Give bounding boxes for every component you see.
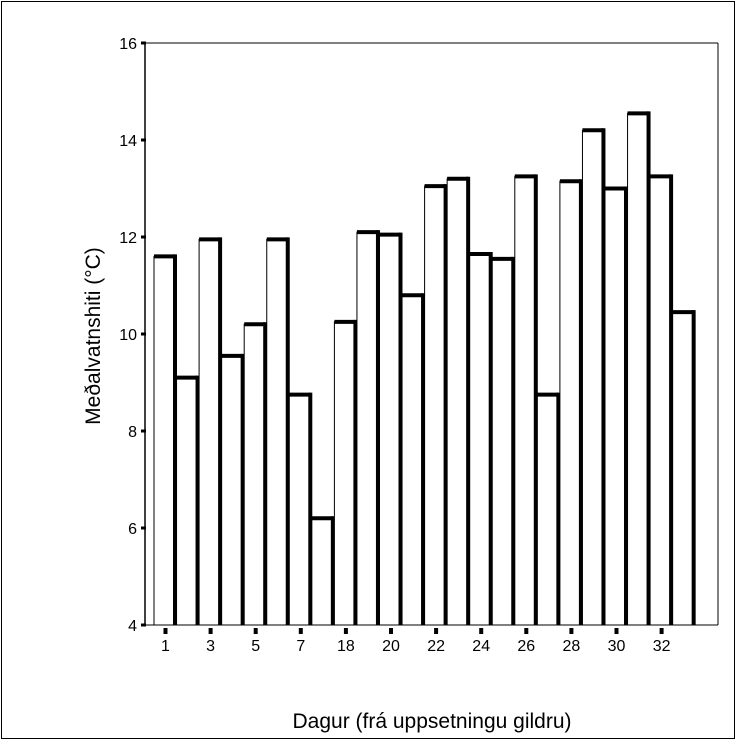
bar-8 [311, 516, 335, 626]
bar-body [469, 253, 492, 626]
bar-body [221, 355, 244, 626]
bar-10 [356, 230, 380, 626]
y-tick-label-6: 6 [128, 521, 137, 538]
bar-6 [266, 237, 290, 626]
bar-21 [604, 186, 628, 626]
bar-14 [446, 176, 471, 626]
y-tick-label-8: 8 [128, 424, 137, 441]
bar-3 [198, 237, 223, 626]
bar-body [491, 258, 514, 626]
bar-body [581, 129, 604, 626]
bar-1 [153, 254, 177, 626]
bar-body [153, 255, 176, 626]
bar-body [514, 175, 537, 626]
y-axis-title: Meðalvatnshiti (°C) [82, 247, 105, 425]
bar-20 [581, 128, 606, 626]
bar-7 [288, 392, 313, 626]
bar-17 [514, 174, 538, 626]
y-tick-label-4: 4 [128, 618, 137, 635]
bar-4 [221, 353, 245, 626]
bar-body [243, 323, 266, 626]
y-ticks-group: 4 6 8 10 12 14 16 [119, 36, 146, 635]
y-tick-label-16: 16 [119, 36, 137, 53]
bar-body [536, 394, 559, 626]
x-tick-label-28: 28 [563, 638, 581, 655]
bar-body [266, 238, 289, 626]
y-tick-label-10: 10 [119, 327, 137, 344]
x-tick-label-32: 32 [653, 638, 671, 655]
x-tick-label-26: 26 [517, 638, 535, 655]
x-ticks-group: 1 3 5 7 18 20 22 24 26 28 30 32 [161, 628, 671, 655]
bar-body [649, 175, 672, 626]
x-tick-label-5: 5 [251, 638, 260, 655]
bar-body [198, 238, 221, 626]
x-tick-label-18: 18 [337, 638, 355, 655]
bar-body [288, 394, 311, 626]
bar-24 [672, 310, 696, 626]
bar-body [604, 188, 627, 626]
bar-13 [424, 184, 448, 626]
x-tick-label-24: 24 [472, 638, 490, 655]
x-tick-label-30: 30 [608, 638, 626, 655]
bar-11 [379, 232, 403, 626]
bar-body [559, 180, 582, 626]
bar-body [446, 178, 469, 626]
bar-body [333, 321, 356, 626]
bar-body [311, 517, 334, 626]
bar-16 [491, 256, 516, 626]
bar-15 [469, 251, 493, 626]
bar-18 [536, 392, 561, 626]
bar-body [424, 185, 447, 626]
bars-group [153, 111, 696, 626]
bar-body [379, 234, 401, 626]
bar-2 [176, 375, 200, 626]
bar-body [401, 294, 424, 626]
x-tick-label-1: 1 [161, 638, 170, 655]
bar-body [672, 311, 695, 626]
bar-12 [401, 293, 426, 626]
x-axis-title: Dagur (frá uppsetningu gildru) [293, 710, 572, 733]
x-tick-label-22: 22 [427, 638, 445, 655]
bar-19 [559, 179, 583, 626]
bar-22 [627, 111, 651, 626]
bar-body [627, 112, 650, 626]
bar-5 [243, 322, 268, 626]
x-tick-label-20: 20 [382, 638, 400, 655]
x-tick-label-7: 7 [296, 638, 305, 655]
x-tick-label-3: 3 [206, 638, 215, 655]
y-tick-label-14: 14 [119, 133, 137, 150]
bar-body [356, 231, 379, 626]
bar-23 [649, 174, 674, 626]
y-tick-label-12: 12 [119, 230, 137, 247]
bar-9 [333, 319, 358, 626]
bar-body [176, 377, 199, 626]
